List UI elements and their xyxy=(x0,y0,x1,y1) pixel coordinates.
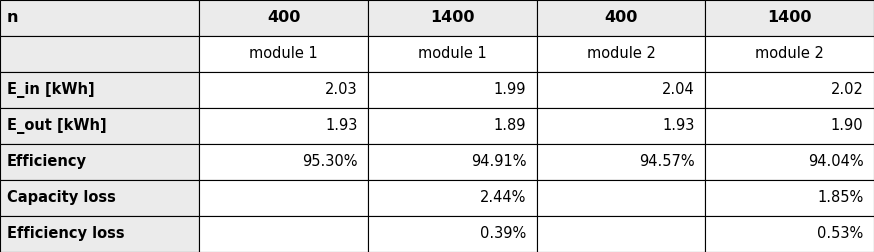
Text: 0.39%: 0.39% xyxy=(480,227,526,241)
Text: 0.53%: 0.53% xyxy=(817,227,864,241)
Bar xyxy=(705,216,874,252)
Text: 2.04: 2.04 xyxy=(662,82,695,98)
Text: 2.03: 2.03 xyxy=(325,82,357,98)
Bar xyxy=(537,216,705,252)
Bar xyxy=(705,144,874,180)
Bar xyxy=(199,216,368,252)
Text: module 1: module 1 xyxy=(249,47,318,61)
Bar xyxy=(199,108,368,144)
Bar xyxy=(0,0,199,36)
Text: 2.02: 2.02 xyxy=(830,82,864,98)
Bar xyxy=(368,72,537,108)
Bar xyxy=(705,0,874,36)
Bar xyxy=(199,180,368,216)
Text: 400: 400 xyxy=(604,11,638,25)
Bar xyxy=(537,36,705,72)
Bar xyxy=(705,108,874,144)
Text: 94.57%: 94.57% xyxy=(639,154,695,170)
Bar xyxy=(705,36,874,72)
Bar xyxy=(0,216,199,252)
Text: n: n xyxy=(7,11,18,25)
Text: 1.85%: 1.85% xyxy=(817,191,864,205)
Bar xyxy=(368,180,537,216)
Text: 1.93: 1.93 xyxy=(662,118,695,134)
Bar xyxy=(199,0,368,36)
Bar xyxy=(537,144,705,180)
Bar xyxy=(368,0,537,36)
Bar xyxy=(368,36,537,72)
Bar xyxy=(368,144,537,180)
Bar xyxy=(199,144,368,180)
Text: 1.93: 1.93 xyxy=(325,118,357,134)
Text: Efficiency: Efficiency xyxy=(7,154,87,170)
Bar xyxy=(537,108,705,144)
Bar xyxy=(537,72,705,108)
Text: E_out [kWh]: E_out [kWh] xyxy=(7,118,107,134)
Text: 1400: 1400 xyxy=(767,11,812,25)
Bar xyxy=(199,36,368,72)
Text: 95.30%: 95.30% xyxy=(302,154,357,170)
Text: 400: 400 xyxy=(267,11,301,25)
Text: Efficiency loss: Efficiency loss xyxy=(7,227,125,241)
Bar xyxy=(0,108,199,144)
Bar xyxy=(537,180,705,216)
Bar xyxy=(705,72,874,108)
Text: E_in [kWh]: E_in [kWh] xyxy=(7,82,94,98)
Text: 1400: 1400 xyxy=(430,11,475,25)
Bar xyxy=(368,216,537,252)
Text: 1.89: 1.89 xyxy=(494,118,526,134)
Text: module 2: module 2 xyxy=(755,47,824,61)
Bar xyxy=(0,144,199,180)
Text: module 1: module 1 xyxy=(418,47,487,61)
Text: 94.91%: 94.91% xyxy=(470,154,526,170)
Text: 2.44%: 2.44% xyxy=(480,191,526,205)
Bar xyxy=(0,180,199,216)
Bar xyxy=(368,108,537,144)
Text: Capacity loss: Capacity loss xyxy=(7,191,116,205)
Bar xyxy=(0,36,199,72)
Text: 1.99: 1.99 xyxy=(494,82,526,98)
Bar xyxy=(537,0,705,36)
Bar xyxy=(705,180,874,216)
Text: 94.04%: 94.04% xyxy=(808,154,864,170)
Text: module 2: module 2 xyxy=(586,47,656,61)
Text: 1.90: 1.90 xyxy=(831,118,864,134)
Bar xyxy=(0,72,199,108)
Bar xyxy=(199,72,368,108)
